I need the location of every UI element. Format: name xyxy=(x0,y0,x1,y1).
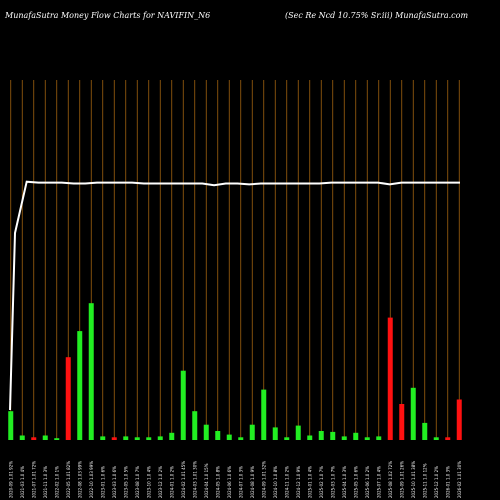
x-tick-label: 2024-02 1.01 45% xyxy=(181,461,186,498)
x-tick-label: 2022-02 1.0 1% xyxy=(54,466,59,498)
volume-bar xyxy=(42,435,48,440)
x-tick-labels: 2020-09 1.01 92% 2021-03 1.0 4% 2021-07 1.… xyxy=(8,461,462,498)
x-tick-label: 2021-03 1.0 4% xyxy=(20,466,25,498)
x-tick-label: 2024-11 1.0 2% xyxy=(284,466,289,498)
x-tick-label: 2024-07 1.0 3% xyxy=(238,466,243,498)
volume-bar xyxy=(410,387,416,440)
volume-bar xyxy=(146,437,152,440)
volume-bar xyxy=(445,437,451,440)
volume-bar xyxy=(100,436,106,440)
x-tick-label: 2025-11 1.0 12% xyxy=(422,463,427,498)
volume-bar xyxy=(353,432,359,440)
x-tick-label: 2020-09 1.01 92% xyxy=(8,461,13,498)
x-tick-label: 2023-08 1.0 7% xyxy=(135,466,140,498)
volume-bar xyxy=(238,437,244,440)
chart-title-right: (Sec Re Ncd 10.75% Sr.iii) MunafaSutra.c… xyxy=(285,11,468,20)
volume-bar xyxy=(8,411,14,440)
volume-bar xyxy=(341,436,347,440)
volume-bar xyxy=(261,389,267,440)
volume-bar xyxy=(307,435,313,440)
volume-bar xyxy=(157,436,163,440)
volume-bar xyxy=(284,437,290,440)
x-tick-label: 2024-12 1.0 9% xyxy=(296,466,301,498)
volume-bar xyxy=(226,434,232,440)
x-tick-label: 2025-07 1.0 4% xyxy=(376,466,381,498)
volume-bar xyxy=(433,437,439,440)
volume-bar xyxy=(111,437,117,440)
x-tick-label: 2023-03 1.0 6% xyxy=(112,466,117,498)
volume-bar xyxy=(134,437,140,440)
volume-bar xyxy=(249,424,255,440)
x-tick-label: 2021-11 1.0 3% xyxy=(43,466,48,498)
volume-bars xyxy=(8,303,462,440)
x-tick-label: 2026-01 1.0 3% xyxy=(445,466,450,498)
x-tick-label: 2024-09 1.01 32% xyxy=(261,461,266,498)
x-tick-label: 2026-02 1.01 30% xyxy=(457,461,462,498)
volume-bar xyxy=(422,422,428,440)
x-tick-label: 2022-10 1.03 99% xyxy=(89,461,94,498)
volume-bar xyxy=(376,436,382,440)
volume-bar xyxy=(387,317,393,440)
volume-bar xyxy=(31,437,37,440)
grid-lines xyxy=(10,80,460,440)
x-tick-label: 2024-03 1.01 30% xyxy=(192,461,197,498)
volume-bar xyxy=(77,331,83,440)
volume-bar xyxy=(456,399,462,440)
x-tick-label: 2024-01 1.0 2% xyxy=(169,466,174,498)
x-tick-label: 2023-10 1.0 4% xyxy=(146,466,151,498)
volume-bar xyxy=(88,303,94,440)
volume-bar xyxy=(65,357,71,440)
volume-bar xyxy=(123,436,129,440)
volume-bar xyxy=(203,424,209,440)
x-tick-label: 2025-05 1.0 6% xyxy=(353,466,358,498)
volume-bar xyxy=(295,425,301,440)
x-tick-label: 2025-03 1.0 7% xyxy=(330,466,335,498)
x-tick-label: 2021-07 1.01 72% xyxy=(31,461,36,498)
volume-bar xyxy=(318,431,324,440)
x-tick-label: 2023-01 1.0 6% xyxy=(100,466,105,498)
volume-bar xyxy=(399,404,405,440)
x-tick-label: 2024-05 1.0 8% xyxy=(215,466,220,498)
x-tick-label: 2025-08 1.02 72% xyxy=(388,461,393,498)
volume-bar xyxy=(19,435,25,440)
x-tick-label: 2025-01 1.0 4% xyxy=(307,466,312,498)
volume-bar xyxy=(180,370,186,440)
chart-title-left: MunafaSutra Money Flow Charts for NAVIFI… xyxy=(4,11,210,20)
x-tick-label: 2025-09 1.01 26% xyxy=(399,461,404,498)
x-tick-label: 2025-12 1.0 2% xyxy=(434,466,439,498)
x-tick-label: 2024-04 1.0 15% xyxy=(204,463,209,498)
volume-bar xyxy=(364,437,370,440)
volume-bar xyxy=(169,432,175,440)
x-tick-label: 2025-10 1.01 38% xyxy=(411,461,416,498)
x-tick-label: 2024-08 1.0 9% xyxy=(250,466,255,498)
volume-bar xyxy=(215,431,221,440)
x-tick-label: 2024-06 1.0 6% xyxy=(227,466,232,498)
x-tick-label: 2022-08 1.03 99% xyxy=(77,461,82,498)
x-tick-label: 2024-10 1.0 8% xyxy=(273,466,278,498)
x-tick-label: 2023-12 1.0 2% xyxy=(158,466,163,498)
volume-bar xyxy=(330,431,336,440)
price-line xyxy=(9,180,460,411)
volume-bar xyxy=(192,411,198,440)
x-tick-label: 2025-06 1.0 2% xyxy=(365,466,370,498)
x-tick-label: 2022-05 1.01 82% xyxy=(66,461,71,498)
x-tick-label: 2025-04 1.0 3% xyxy=(342,466,347,498)
x-tick-label: 2023-05 1.0 5% xyxy=(123,466,128,498)
volume-bar xyxy=(54,438,60,440)
volume-bar xyxy=(272,427,278,440)
x-tick-label: 2025-02 1.0 7% xyxy=(319,466,324,498)
